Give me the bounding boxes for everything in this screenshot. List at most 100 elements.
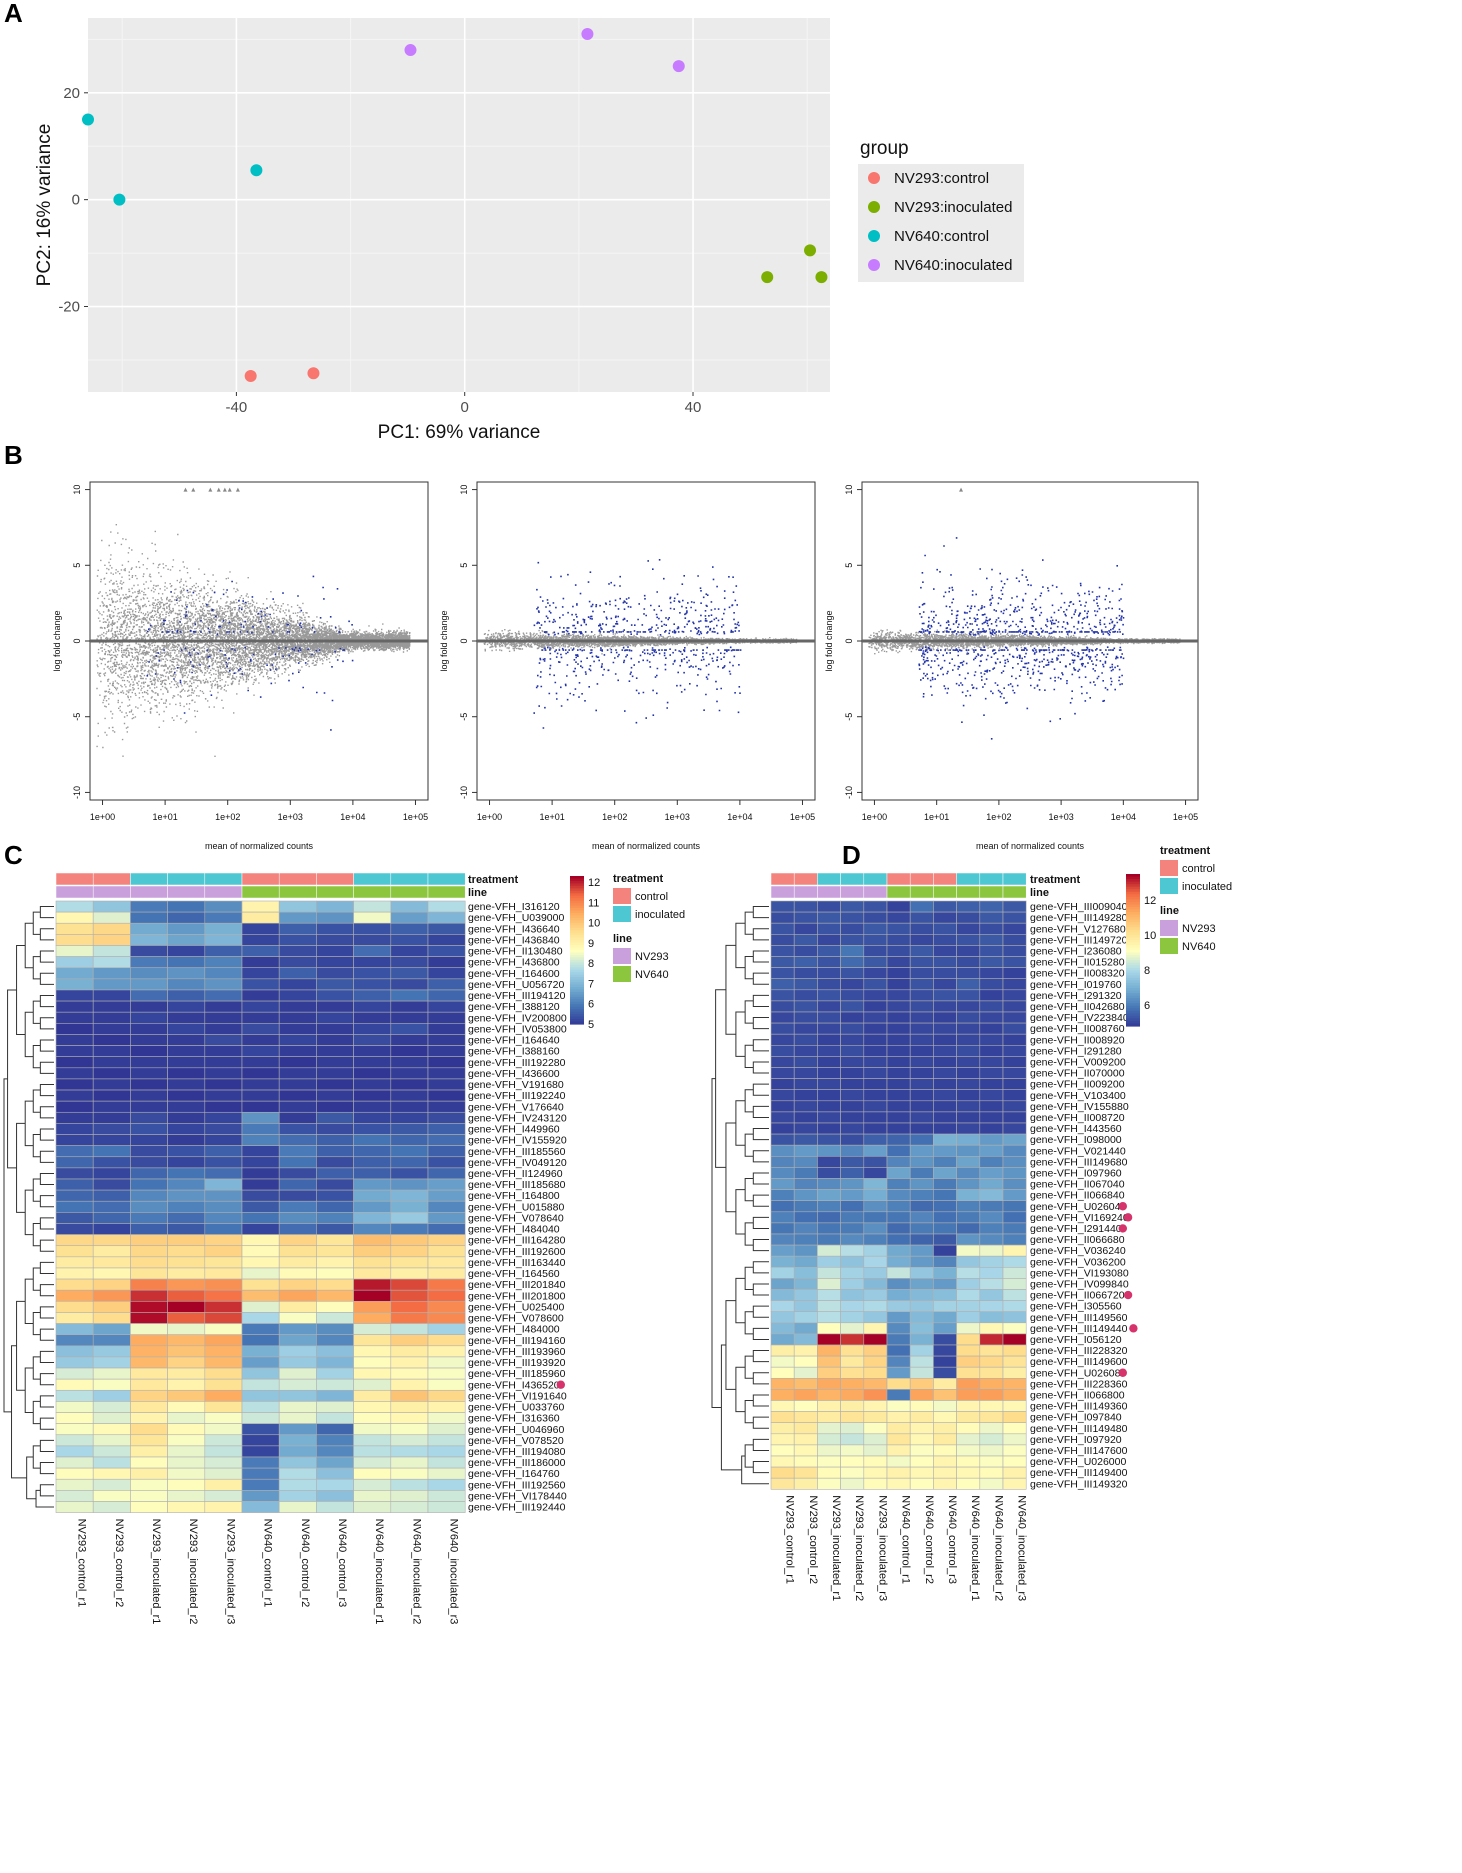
heatmap-cell <box>130 1056 168 1069</box>
heatmap-cell <box>167 1178 206 1191</box>
heatmap-cell <box>863 911 888 924</box>
heatmap-cell <box>840 1255 865 1268</box>
row-label: gene-VFH_II066680 <box>1030 1234 1125 1246</box>
heatmap-cell <box>390 1445 429 1458</box>
heatmap-cell <box>979 1466 1004 1479</box>
row-label: gene-VFH_I164760 <box>468 1468 560 1480</box>
ma-xtick-label: 1e+05 <box>1173 812 1198 822</box>
heatmap-cell <box>933 1178 957 1190</box>
heatmap-cell <box>956 1433 981 1446</box>
heatmap-cell <box>909 911 934 924</box>
pca-legend-label: NV640:inoculated <box>894 257 1012 274</box>
heatmap-cell <box>886 1322 911 1335</box>
heatmap-cell <box>427 934 466 946</box>
heatmap-cell <box>886 1167 911 1179</box>
row-label: gene-VFH_II066840 <box>1030 1190 1125 1202</box>
heatmap-cell <box>956 1477 981 1490</box>
heatmap-cell <box>55 1245 94 1258</box>
ma-ytick-label: 10 <box>72 485 82 495</box>
heatmap-cell <box>167 1123 206 1135</box>
color-scale-step <box>570 964 584 968</box>
heatmap-cell <box>909 1078 934 1091</box>
ma-ytick-label: -10 <box>459 786 469 799</box>
heatmap-cell <box>130 1234 168 1247</box>
heatmap-cell <box>863 1411 888 1423</box>
heatmap-cell <box>886 1089 911 1102</box>
row-label: gene-VFH_III192280 <box>468 1057 566 1069</box>
ma-ytick-label: -5 <box>844 713 854 721</box>
heatmap-cell <box>1002 1200 1027 1213</box>
heatmap-cell <box>886 1400 911 1412</box>
heatmap-cell <box>92 1278 131 1291</box>
heatmap-cell <box>92 1490 131 1502</box>
heatmap-cell <box>92 1078 131 1091</box>
heatmap-cell <box>770 945 795 957</box>
heatmap-cell <box>241 967 280 980</box>
legend-line-label: NV640 <box>635 969 669 981</box>
heatmap-cell <box>278 1345 317 1358</box>
heatmap-cell <box>793 1045 818 1057</box>
heatmap-cell <box>390 1234 429 1247</box>
gene-highlight-marker <box>1123 1213 1133 1222</box>
heatmap-cell <box>390 934 429 946</box>
heatmap-cell <box>353 1467 392 1480</box>
color-scale-tick: 7 <box>588 978 594 990</box>
column-label: NV293_inoculated_r2 <box>853 1495 865 1601</box>
heatmap-cell <box>770 1344 795 1357</box>
color-scale-step <box>1126 975 1140 979</box>
heatmap-cell <box>353 1356 392 1369</box>
ma-ytick-label: 0 <box>72 638 82 643</box>
heatmap-cell <box>933 1100 957 1113</box>
heatmap-cell <box>956 1200 981 1213</box>
heatmap-cell <box>92 1501 131 1513</box>
heatmap-cell <box>167 1501 206 1513</box>
color-scale-step <box>570 984 584 988</box>
heatmap-cell <box>956 1133 981 1146</box>
annotation-line-cell <box>979 885 1004 899</box>
heatmap-cell <box>840 1111 865 1124</box>
row-label: gene-VFH_III192440 <box>468 1502 566 1514</box>
heatmap-cell <box>817 1133 841 1146</box>
heatmap-cell <box>979 1167 1004 1179</box>
legend-treatment-title: treatment <box>1160 845 1210 857</box>
heatmap-cell <box>241 1434 280 1447</box>
heatmap-cell <box>390 1123 429 1135</box>
row-label: gene-VFH_II066720 <box>1030 1290 1125 1302</box>
heatmap-cell <box>55 1212 94 1224</box>
heatmap-cell <box>130 945 168 957</box>
color-scale-step <box>570 898 584 902</box>
heatmap-cell <box>130 1423 168 1436</box>
heatmap-cell <box>241 1389 280 1402</box>
heatmap-cell <box>204 1023 243 1035</box>
heatmap-cell <box>55 1289 94 1302</box>
heatmap-cell <box>956 934 981 946</box>
heatmap-cell <box>956 1389 981 1401</box>
heatmap-cell <box>278 1056 317 1069</box>
heatmap-cell <box>933 1289 957 1301</box>
heatmap-cell <box>278 1067 317 1080</box>
heatmap-cell <box>167 1301 206 1313</box>
row-label: gene-VFH_III163440 <box>468 1257 566 1269</box>
row-label: gene-VFH_VI193080 <box>1030 1267 1129 1279</box>
legend-treatment-swatch <box>1160 878 1178 894</box>
heatmap-cell <box>979 967 1004 979</box>
ma-x-axis-label: mean of normalized counts <box>592 841 701 851</box>
heatmap-cell <box>933 1411 957 1423</box>
row-label: gene-VFH_I019760 <box>1030 979 1122 991</box>
heatmap-cell <box>933 967 957 979</box>
color-scale-step <box>570 999 584 1003</box>
heatmap-cell <box>130 1189 168 1202</box>
heatmap-cell <box>92 1245 131 1258</box>
heatmap-cell <box>817 1100 841 1113</box>
heatmap-cell <box>793 1033 818 1046</box>
heatmap-cell <box>390 967 429 980</box>
heatmap-cell <box>933 1300 957 1313</box>
heatmap-cell <box>167 989 206 1002</box>
heatmap-cell <box>863 1167 888 1179</box>
heatmap-cell <box>770 1122 795 1135</box>
color-scale-step <box>570 945 584 949</box>
heatmap-cell <box>979 922 1004 935</box>
column-label: NV640_inoculated_r2 <box>410 1519 422 1625</box>
heatmap-cell <box>956 1333 981 1346</box>
